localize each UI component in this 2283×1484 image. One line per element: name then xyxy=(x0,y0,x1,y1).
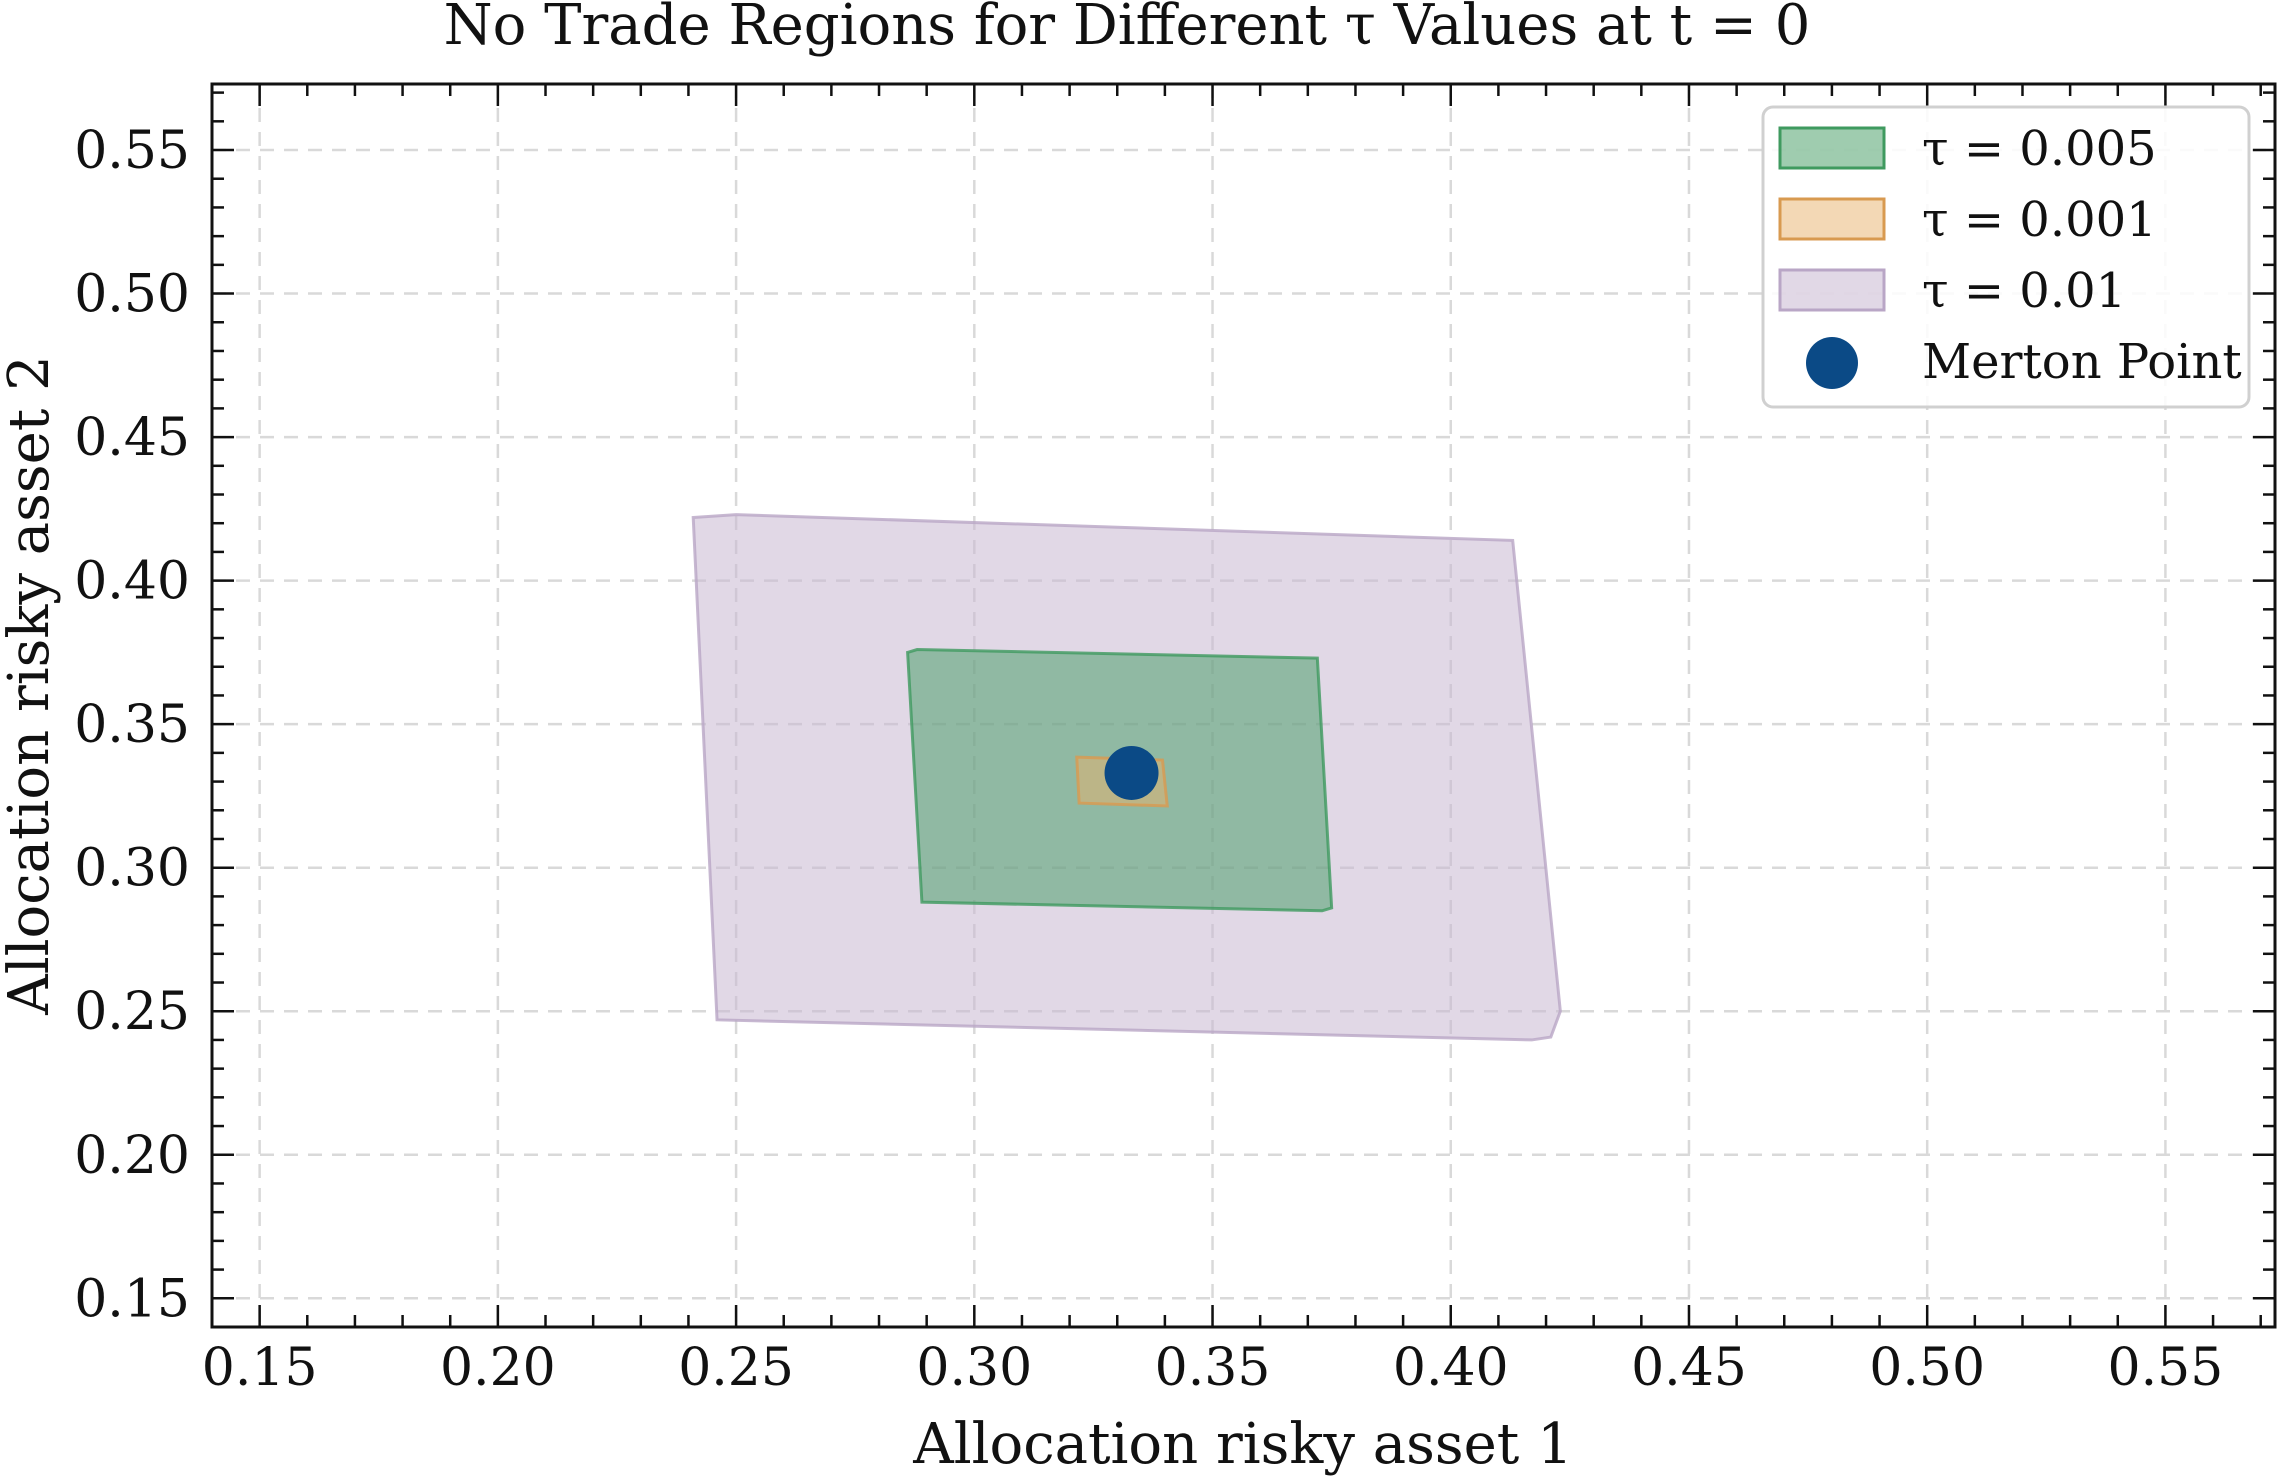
y-tick-label: 0.25 xyxy=(74,982,190,1042)
plot-area xyxy=(691,513,1562,1042)
y-tick-label: 0.30 xyxy=(74,839,190,899)
x-tick-label: 0.35 xyxy=(1155,1338,1271,1398)
legend-label: Merton Point xyxy=(1922,334,2242,390)
legend-marker xyxy=(1806,337,1858,389)
x-tick-label: 0.30 xyxy=(916,1338,1032,1398)
y-tick-label: 0.35 xyxy=(74,695,190,755)
x-tick-label: 0.40 xyxy=(1393,1338,1509,1398)
legend-swatch xyxy=(1778,268,1886,312)
legend-box xyxy=(1761,105,2251,409)
legend-label: τ = 0.005 xyxy=(1922,121,2157,177)
y-tick-label: 0.55 xyxy=(74,121,190,181)
plot-frame xyxy=(210,82,2277,1329)
x-tick-label: 0.25 xyxy=(678,1338,794,1398)
x-tick-label: 0.50 xyxy=(1869,1338,1985,1398)
merton-point-marker xyxy=(1104,745,1159,800)
grid xyxy=(212,84,2275,1327)
y-axis-tick-labels: 0.15 0.20 0.25 0.30 0.35 0.40 0.45 0.50 0.55 xyxy=(74,121,190,1329)
x-tick-label: 0.45 xyxy=(1631,1338,1747,1398)
y-tick-label: 0.15 xyxy=(74,1269,190,1329)
x-axis-tick-labels: 0.15 0.20 0.25 0.30 0.35 0.40 0.45 0.50 0.55 xyxy=(202,1338,2224,1398)
legend: τ = 0.005 τ = 0.001 τ = 0.01 Merton Point xyxy=(1761,105,2251,409)
axis-ticks xyxy=(212,84,2275,1327)
x-tick-label: 0.20 xyxy=(440,1338,556,1398)
legend-label: τ = 0.01 xyxy=(1922,263,2126,319)
y-tick-label: 0.40 xyxy=(74,552,190,612)
chart-title: No Trade Regions for Different τ Values … xyxy=(444,0,1811,58)
legend-swatch xyxy=(1778,126,1886,170)
y-tick-label: 0.20 xyxy=(74,1126,190,1186)
legend-swatch xyxy=(1778,197,1886,241)
y-tick-label: 0.50 xyxy=(74,265,190,325)
x-axis-label: Allocation risky asset 1 xyxy=(912,1412,1572,1477)
x-tick-label: 0.15 xyxy=(202,1338,318,1398)
y-tick-label: 0.45 xyxy=(74,408,190,468)
y-axis-label: Allocation risky asset 2 xyxy=(0,355,62,1015)
x-tick-label: 0.55 xyxy=(2108,1338,2224,1398)
legend-label: τ = 0.001 xyxy=(1922,192,2157,248)
